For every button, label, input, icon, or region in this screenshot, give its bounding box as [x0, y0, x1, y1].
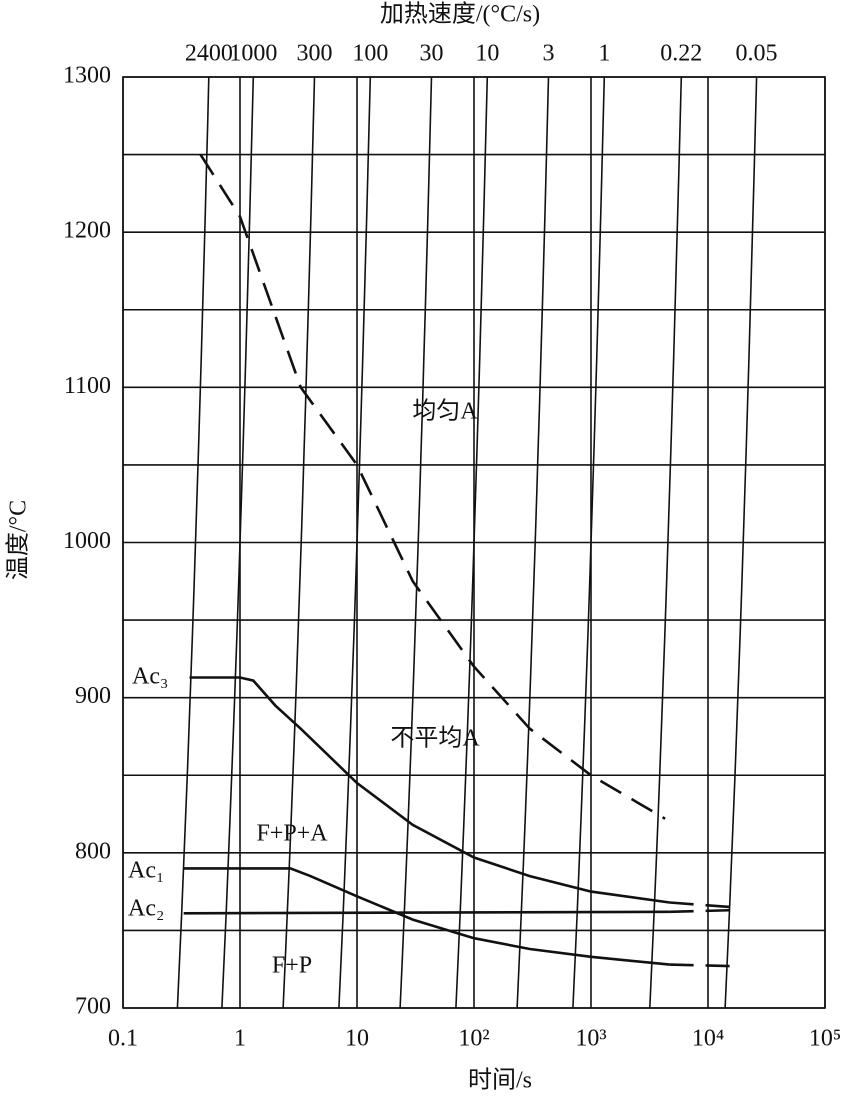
y-tick-label: 900: [75, 683, 111, 709]
curve: [199, 153, 666, 820]
x-tick-label: 10⁵: [809, 1026, 841, 1052]
x-tick-label: 10²: [458, 1026, 489, 1052]
x2-tick-label: 300: [297, 41, 333, 67]
annotation: F+P: [272, 953, 312, 979]
curve: [669, 901, 732, 909]
y-tick-label: 1100: [64, 373, 111, 399]
annotation: F+P+A: [256, 821, 328, 847]
y-axis-title: 温度/°C: [5, 500, 32, 580]
annotation: Ac₂: [128, 896, 164, 922]
curve: [669, 908, 732, 914]
x-tick-label: 10³: [575, 1026, 606, 1052]
x2-tick-label: 100: [352, 41, 388, 67]
curve: [183, 910, 670, 915]
heating-rate-line: [572, 76, 606, 1009]
x2-tick-label: 3: [543, 41, 555, 67]
heating-rate-line: [649, 76, 683, 1009]
x-axis-title: 时间/s: [468, 1067, 532, 1094]
x-tick-label: 0.1: [108, 1026, 138, 1052]
annotation: Ac₃: [132, 664, 168, 690]
y-tick-label: 1200: [63, 218, 111, 244]
curve: [189, 676, 670, 904]
annotation: 均匀A: [412, 398, 478, 425]
x2-tick-label: 1000: [229, 41, 277, 67]
x2-tick-label: 0.05: [736, 41, 778, 67]
heating-rate-line: [399, 76, 433, 1009]
curve: [183, 867, 670, 966]
x2-tick-label: 30: [420, 41, 444, 67]
annotation: Ac₁: [128, 858, 164, 884]
heating-rate-line: [282, 76, 316, 1009]
heating-rate-line: [724, 76, 758, 1009]
x2-tick-label: 0.22: [660, 41, 702, 67]
y-tick-label: 1000: [63, 528, 111, 554]
heating-rate-line: [176, 76, 210, 1009]
heating-rate-line: [516, 76, 550, 1009]
x-tick-label: 10⁴: [692, 1026, 724, 1052]
y-tick-label: 700: [75, 994, 111, 1020]
y-tick-label: 1300: [63, 63, 111, 89]
top-axis-title: 加热速度/(°C/s): [380, 1, 540, 28]
x2-tick-label: 10: [475, 41, 499, 67]
x2-tick-label: 1: [598, 41, 610, 67]
curve: [669, 963, 732, 968]
heating-rate-line: [338, 76, 372, 1009]
x-tick-label: 1: [234, 1026, 246, 1052]
x2-tick-label: 2400: [185, 41, 233, 67]
annotation: 不平均A: [390, 725, 480, 752]
y-tick-label: 800: [75, 838, 111, 864]
heating-rate-line: [221, 76, 255, 1009]
x-tick-label: 10: [345, 1026, 369, 1052]
